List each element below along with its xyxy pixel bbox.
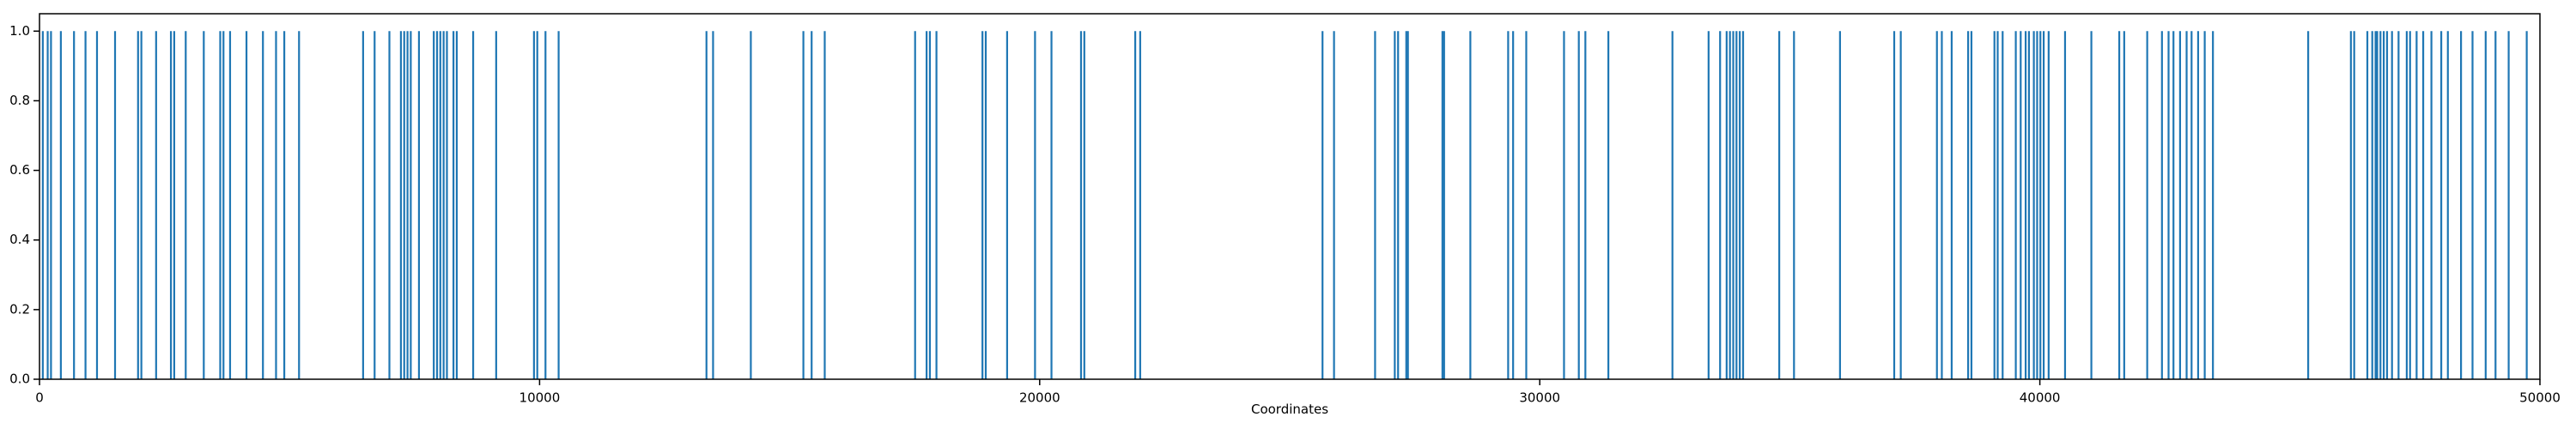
y-tick-label: 0.6 xyxy=(9,162,30,178)
y-tick-label: 0.8 xyxy=(9,93,30,108)
y-tick-label: 0.2 xyxy=(9,301,30,317)
x-tick-label: 20000 xyxy=(1019,390,1060,406)
y-tick-label: 0.4 xyxy=(9,232,30,247)
x-tick-label: 50000 xyxy=(2519,390,2561,406)
x-tick-label: 40000 xyxy=(2020,390,2061,406)
x-tick-label: 10000 xyxy=(519,390,561,406)
y-tick-label: 0.0 xyxy=(9,372,30,387)
x-tick-label: 30000 xyxy=(1519,390,1560,406)
plot-frame xyxy=(39,13,2541,380)
x-axis-label: Coordinates xyxy=(1251,402,1328,417)
x-tick-label: 0 xyxy=(35,390,44,406)
y-tick-label: 1.0 xyxy=(9,23,30,39)
